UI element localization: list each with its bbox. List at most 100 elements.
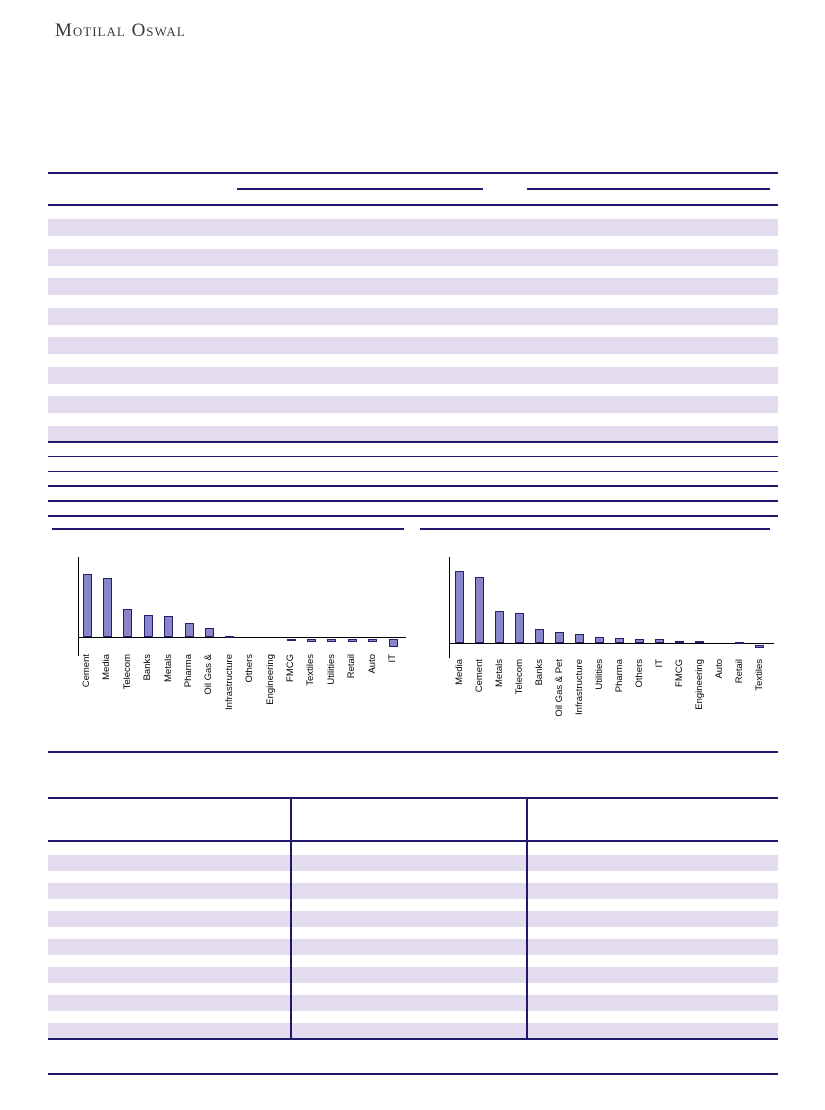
table-row-line <box>48 455 778 458</box>
bar-textiles <box>755 644 764 648</box>
chart-title-underline-right <box>420 528 770 530</box>
x-axis-label: Auto <box>366 654 378 674</box>
x-axis-label: Textiles <box>305 654 317 686</box>
x-axis-label: Telecom <box>513 659 525 695</box>
table-row-stripe <box>48 337 778 354</box>
table-row-stripe <box>48 307 778 325</box>
top-table-header-underline-right <box>527 188 770 190</box>
bar-pharma <box>184 623 194 637</box>
x-axis-label: Pharma <box>183 654 194 688</box>
x-axis-label: Textiles <box>753 659 765 691</box>
table-row-line <box>48 500 778 502</box>
table-row-stripe <box>48 855 778 871</box>
x-axis-label: Metals <box>162 654 174 682</box>
brand-logo: Motilal Oswal <box>55 20 186 41</box>
y-axis-line <box>449 557 451 658</box>
x-axis-label: Engineering <box>693 659 705 710</box>
table-row-stripe <box>48 1023 778 1039</box>
x-axis-label: Utilities <box>325 654 337 685</box>
y-axis-line <box>78 557 80 656</box>
x-axis-line <box>449 643 774 645</box>
bar-oil-gas-pet <box>555 632 564 643</box>
chart-title-underline-left <box>52 528 404 530</box>
x-axis-label: Others <box>633 659 645 688</box>
x-axis-label: IT <box>653 659 665 668</box>
bar-retail <box>347 638 357 642</box>
table-row-line <box>48 485 778 487</box>
table-row-line <box>48 515 778 517</box>
bar-infrastructure <box>225 635 235 638</box>
x-axis-label: Cement <box>81 654 92 688</box>
x-axis-label: Oil Gas & <box>203 654 215 695</box>
x-axis-label: Utilities <box>593 659 605 690</box>
x-axis-label: Engineering <box>264 654 276 705</box>
bar-it <box>388 638 398 647</box>
x-axis-label: Cement <box>473 659 485 693</box>
x-axis-label: Metals <box>493 659 505 687</box>
top-table-outer-rule-top <box>48 172 778 174</box>
x-axis-label: Retail <box>346 654 358 679</box>
x-axis-label: Oil Gas & Pet <box>553 659 565 717</box>
x-axis-line <box>78 637 406 639</box>
bar-telecom <box>123 609 133 637</box>
bar-cement <box>82 574 92 637</box>
table-row-stripe <box>48 425 778 443</box>
table-row-stripe <box>48 366 778 384</box>
bar-metals <box>495 611 504 643</box>
bar-pharma <box>615 638 624 643</box>
table-row-stripe <box>48 883 778 899</box>
bar-infrastructure <box>575 634 584 643</box>
bar-oil-gas- <box>204 628 214 637</box>
x-axis-label: Pharma <box>613 659 625 693</box>
bar-cement <box>475 577 484 643</box>
bar-retail <box>735 641 744 644</box>
table-row-line <box>48 441 778 443</box>
x-axis-label: Telecom <box>121 654 133 690</box>
top-table-header-underline-left <box>237 188 483 190</box>
bottom-table-rule-top <box>48 797 778 799</box>
bar-media <box>102 578 112 637</box>
footer-rule <box>48 1073 778 1075</box>
table-row-stripe <box>48 967 778 983</box>
table-row-stripe <box>48 219 778 236</box>
bar-others <box>635 639 644 643</box>
bar-utilities <box>327 638 337 642</box>
bottom-table-header-rule-bottom <box>48 840 778 842</box>
bottom-table-rule-bottom <box>48 1038 778 1040</box>
table-row-stripe <box>48 396 778 413</box>
table-row-stripe <box>48 995 778 1011</box>
bottom-table-column-divider-2 <box>526 797 528 1039</box>
table-row-stripe <box>48 911 778 927</box>
x-axis-label: Media <box>101 654 113 680</box>
bar-media <box>455 571 464 643</box>
x-axis-label: IT <box>387 654 398 663</box>
x-axis-label: Others <box>244 654 256 683</box>
x-axis-label: Auto <box>713 659 725 679</box>
bar-utilities <box>595 637 604 643</box>
bar-fmcg <box>675 641 684 643</box>
x-axis-label: Banks <box>533 659 545 686</box>
bar-metals <box>164 616 174 637</box>
x-axis-label: Banks <box>142 654 154 681</box>
bar-telecom <box>515 613 524 643</box>
x-axis-label: Media <box>453 659 465 685</box>
table-row-line <box>48 470 778 473</box>
x-axis-label: FMCG <box>673 659 685 687</box>
bar-textiles <box>306 638 316 642</box>
x-axis-label: Retail <box>733 659 745 684</box>
bar-it <box>655 639 664 643</box>
bar-banks <box>143 615 153 637</box>
table-row-stripe <box>48 248 778 266</box>
x-axis-label: FMCG <box>285 654 296 682</box>
top-table-header-rule-bottom <box>48 204 778 206</box>
charts-section-rule-bottom <box>48 751 778 753</box>
table-row-stripe <box>48 278 778 295</box>
x-axis-label: Infrastructure <box>573 659 585 715</box>
bar-fmcg <box>286 638 296 641</box>
table-row-stripe <box>48 939 778 955</box>
bottom-table-column-divider-1 <box>290 797 292 1039</box>
bar-banks <box>535 629 544 643</box>
bar-auto <box>368 638 378 642</box>
bar-engineering <box>695 640 704 643</box>
